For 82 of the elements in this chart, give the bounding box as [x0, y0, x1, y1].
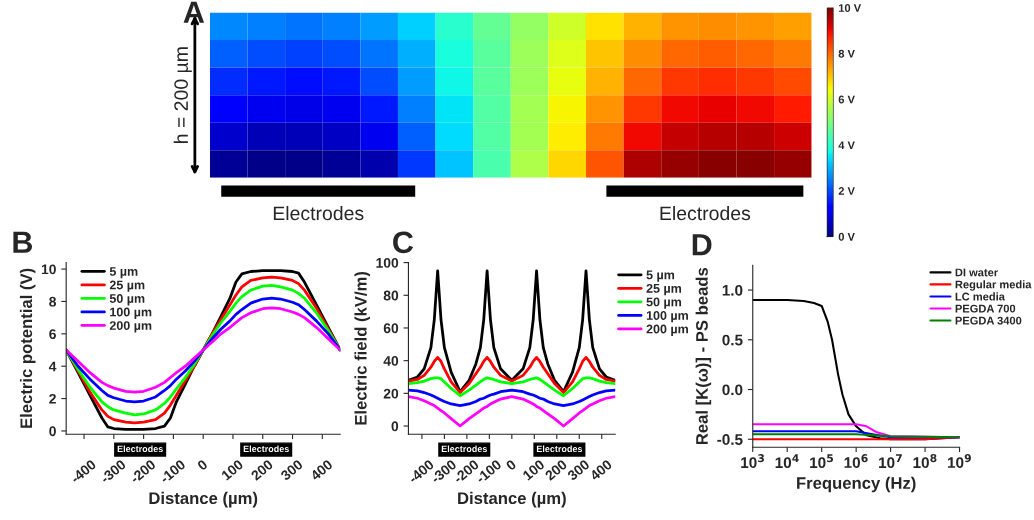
y-tick-label: 1.0 [722, 284, 743, 296]
y-tick-label: 2 [49, 393, 56, 404]
legend-label: 100 µm [646, 311, 688, 323]
y-tick-label: -0.5 [717, 434, 743, 445]
legend-label: LC media [955, 292, 1005, 301]
y-tick-label: 80 [383, 290, 399, 301]
line-series [408, 376, 616, 398]
y-tick-label: 100 [376, 257, 399, 268]
text: Electrodes [117, 445, 163, 453]
x-tick-label: 10$^{7}$ [879, 454, 902, 469]
legend-label: 5 µm [109, 267, 138, 279]
x-tick-label: 10$^{9}$ [947, 454, 971, 469]
x-tick-label: 10$^{6}$ [844, 454, 868, 469]
x-axis-title: Distance (µm) [149, 491, 258, 508]
text: Electrodes [441, 445, 487, 453]
legend-label: DI water [955, 268, 998, 277]
text: Electrodes [536, 445, 583, 453]
color-bar-label: 0 V [838, 232, 855, 241]
chart-title: C [393, 231, 414, 254]
y-tick-label: 10 [41, 264, 56, 275]
x-tick-label: 400 [589, 459, 613, 482]
legend-label: 25 µm [646, 283, 682, 296]
legend-label: 5 µm [646, 270, 675, 282]
y-tick-label: 0.5 [722, 334, 743, 346]
y-tick-label: 60 [383, 323, 399, 334]
legend-label: 200 µm [109, 321, 152, 333]
legend-label: 200 µm [646, 324, 688, 336]
line-series [408, 395, 616, 428]
line-series [408, 356, 616, 394]
x-tick-label: 200 [250, 459, 274, 481]
y-axis-title: Electric potential (V) [19, 268, 36, 428]
x-axis-title: Distance (µm) [458, 491, 566, 508]
line-series [408, 388, 616, 407]
y-axis-title: Electric field (kV/m) [354, 271, 370, 425]
x-tick-label: 300 [566, 459, 591, 482]
x-tick-label: 0 [196, 459, 209, 471]
chart-title: B [13, 231, 33, 253]
x-tick-label: -100 [159, 459, 187, 484]
x-tick-label: 100 [220, 459, 244, 481]
x-tick-label: 200 [544, 459, 568, 481]
y-tick-label: 0.0 [722, 384, 743, 396]
legend-label: PEGDA 700 [955, 304, 1016, 313]
color-bar-label: 10 V [838, 4, 862, 12]
x-tick-label: 10$^{3}$ [741, 454, 764, 469]
legend-label: Regular media [955, 280, 1032, 291]
y-tick-label: 4 [48, 361, 57, 372]
x-tick-label: 10$^{5}$ [810, 454, 833, 469]
legend-label: 50 µm [646, 297, 682, 309]
text: Electrodes [660, 205, 751, 221]
y-tick-label: 20 [383, 388, 399, 399]
y-tick-label: 0 [49, 426, 56, 437]
text: Electrodes [243, 445, 289, 453]
y-tick-label: 8 [49, 296, 57, 307]
chart-title: D [692, 234, 712, 256]
legend-label: 25 µm [109, 280, 145, 292]
x-axis-title: Frequency (Hz) [797, 476, 916, 493]
x-tick-label: 10$^{4}$ [775, 454, 799, 469]
x-tick-label: 100 [522, 459, 546, 481]
x-tick-label: -200 [129, 459, 157, 484]
line-series [66, 296, 341, 404]
color-bar-label: 2 V [838, 187, 855, 195]
y-axis-title: Real [K(ω)] - PS beads [695, 267, 712, 445]
legend-label: PEGDA 3400 [955, 316, 1022, 325]
x-tick-label: -300 [99, 459, 127, 484]
x-tick-label: 10$^{8}$ [913, 454, 937, 469]
color-bar-label: 4 V [838, 141, 855, 150]
y-tick-label: 0 [391, 421, 399, 432]
line-series [66, 306, 341, 394]
color-bar-label: 6 V [838, 95, 855, 104]
legend-label: 100 µm [110, 307, 152, 319]
legend-label: 50 µm [109, 294, 145, 306]
x-tick-label: -400 [407, 459, 435, 484]
x-tick-label: 0 [505, 459, 517, 471]
y-tick-label: 6 [49, 329, 56, 339]
color-bar-label: 8 V [838, 49, 855, 58]
chart-title: A [183, 1, 205, 23]
x-tick-label: 400 [309, 459, 334, 482]
text: Electrodes [273, 205, 364, 221]
text: h = 200 µm [173, 47, 192, 143]
x-tick-label: 300 [279, 459, 304, 482]
y-tick-label: 40 [383, 355, 399, 366]
x-tick-label: -400 [69, 459, 97, 484]
